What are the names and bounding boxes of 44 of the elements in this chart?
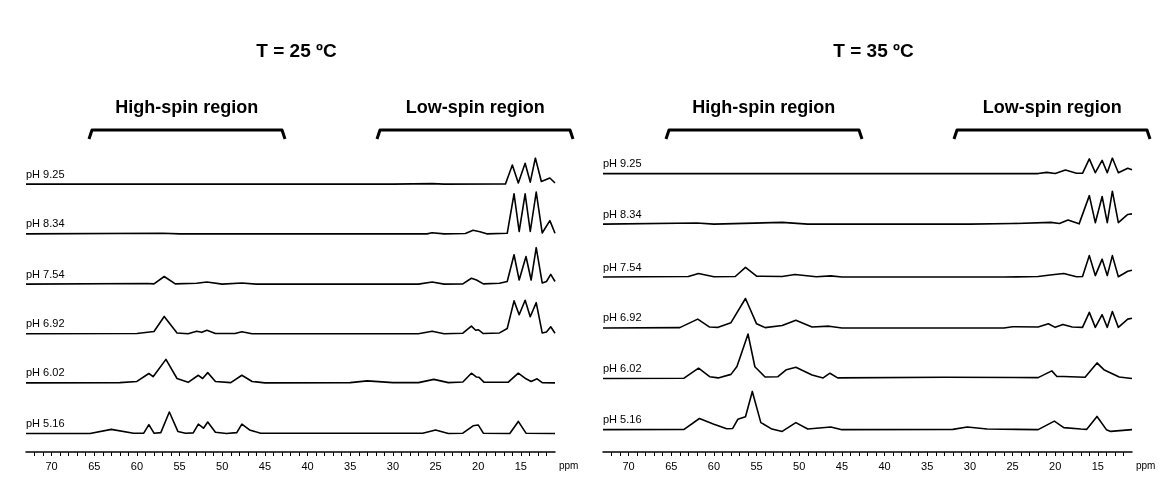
series-label: pH 7.54 (26, 267, 65, 280)
series-label: pH 6.92 (603, 311, 642, 324)
x-tick-label: 15 (514, 459, 527, 472)
x-tick-label: 15 (1091, 459, 1104, 472)
text: High-spin region (115, 97, 259, 117)
x-tick-label: 40 (878, 459, 891, 472)
x-tick-label: 60 (130, 459, 144, 472)
x-tick-label: 25 (1006, 459, 1019, 472)
x-tick-label: 45 (258, 459, 272, 472)
x-tick-label: 50 (216, 459, 229, 472)
series-label: pH 5.16 (26, 416, 65, 429)
x-axis-title: ppm (559, 459, 579, 471)
x-tick-label: 55 (173, 459, 186, 472)
x-tick-label: 50 (793, 459, 806, 472)
chart-title: T = 25 ºC (256, 40, 337, 61)
series-label: pH 9.25 (26, 167, 65, 180)
series-label: pH 5.16 (603, 413, 642, 426)
x-tick-label: 30 (386, 459, 400, 472)
series-label: pH 7.54 (603, 260, 642, 273)
x-axis-title: ppm (1136, 459, 1156, 471)
x-tick-label: 65 (665, 459, 678, 472)
series-label: pH 8.34 (26, 217, 65, 230)
chart-title: T = 35 ºC (833, 40, 914, 61)
x-tick-label: 70 (622, 459, 635, 472)
series-label: pH 6.02 (26, 366, 65, 379)
x-tick-label: 35 (344, 459, 357, 472)
series-label: pH 9.25 (603, 157, 642, 170)
x-tick-label: 20 (1049, 459, 1062, 472)
x-tick-label: 55 (750, 459, 763, 472)
text: Low-spin region (405, 97, 545, 117)
x-tick-label: 70 (45, 459, 58, 472)
x-tick-label: 40 (301, 459, 314, 472)
series-label: pH 8.34 (603, 207, 642, 220)
x-tick-label: 60 (707, 459, 721, 472)
x-tick-label: 30 (963, 459, 977, 472)
text: Low-spin region (982, 97, 1122, 117)
x-tick-label: 65 (88, 459, 101, 472)
series-label: pH 6.02 (603, 362, 642, 374)
text: High-spin region (692, 97, 836, 117)
x-tick-label: 35 (921, 459, 934, 472)
series-label: pH 6.92 (26, 317, 65, 330)
x-tick-label: 45 (835, 459, 849, 472)
x-tick-label: 20 (472, 459, 485, 472)
x-tick-label: 25 (429, 459, 442, 472)
